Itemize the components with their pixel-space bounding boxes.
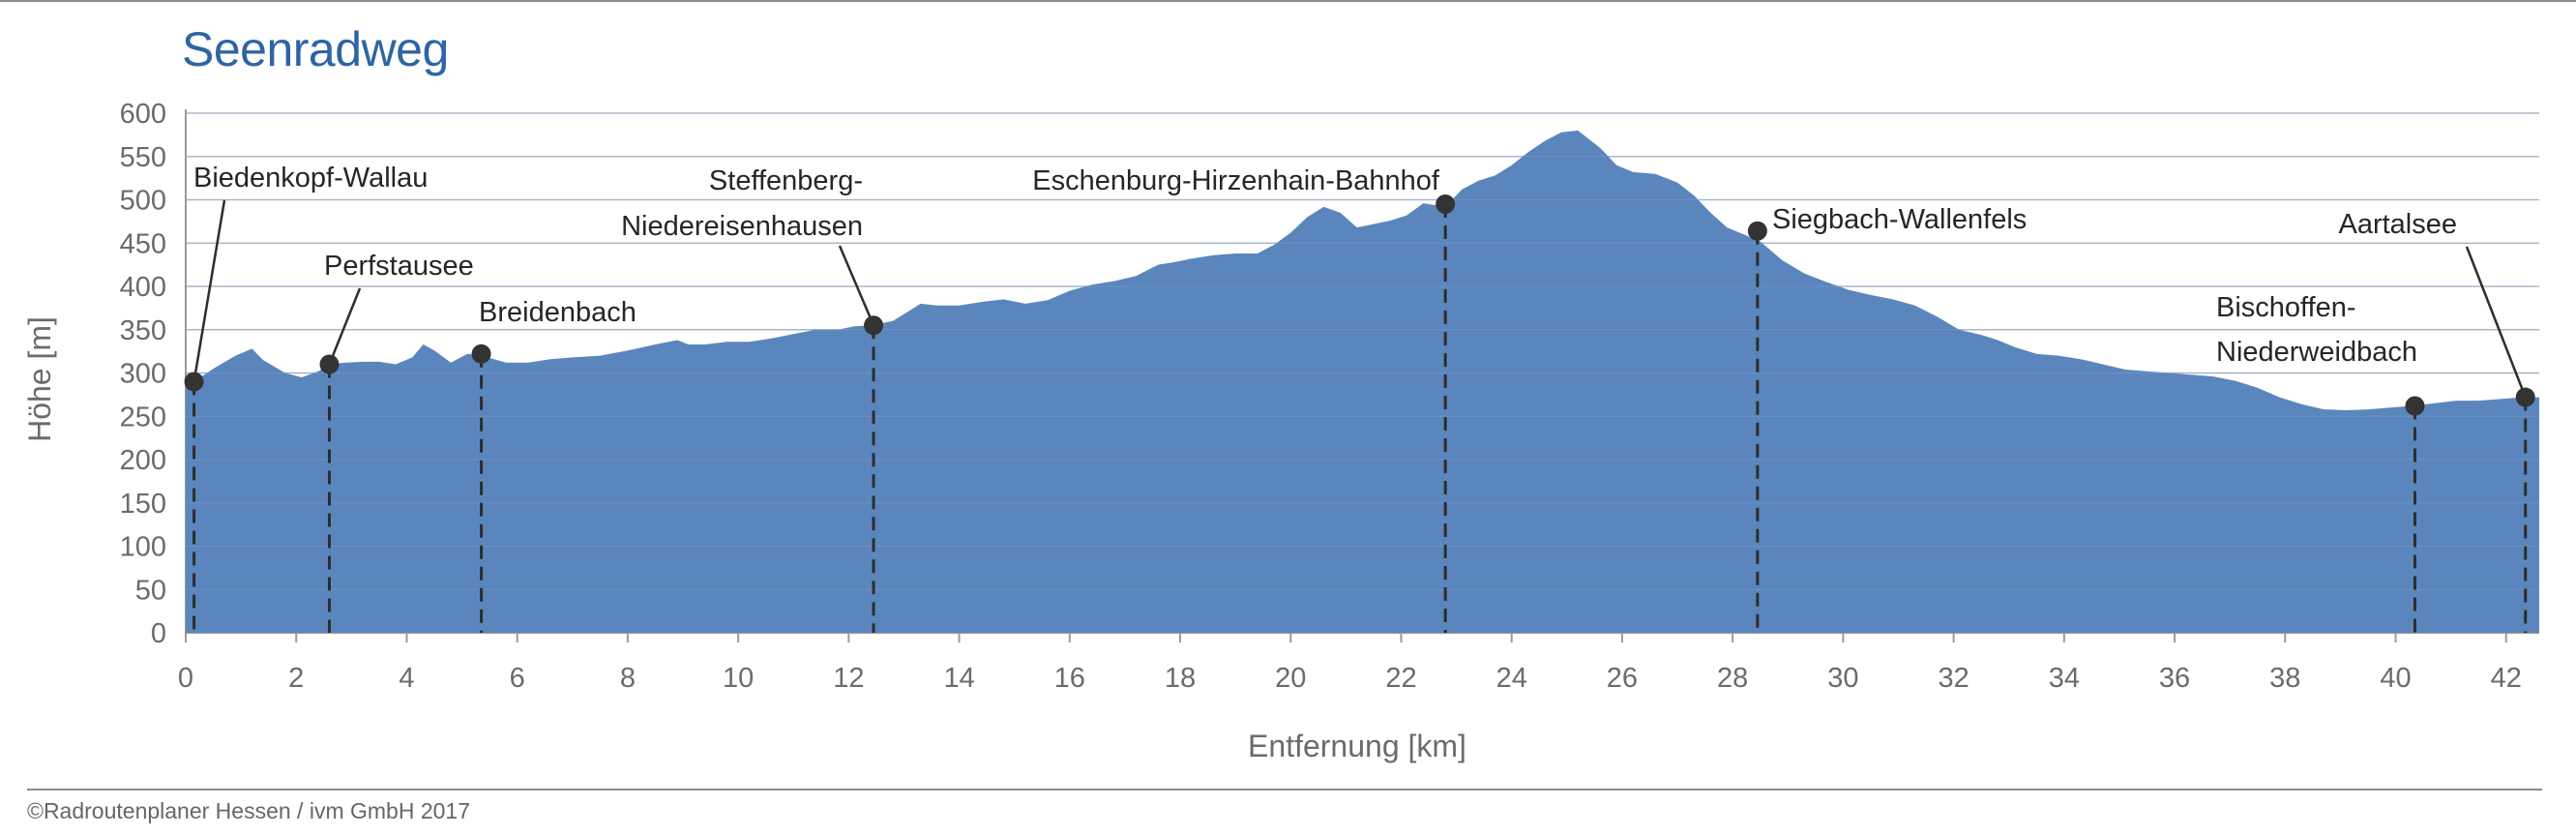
x-tick-label: 16: [1054, 663, 1085, 694]
y-tick-label: 200: [120, 445, 166, 476]
x-tick-label: 20: [1275, 663, 1306, 694]
x-tick-label: 14: [943, 663, 974, 694]
x-tick-label: 28: [1717, 663, 1748, 694]
y-tick-label: 250: [120, 402, 166, 432]
top-rule: [0, 0, 2576, 2]
location-marker: [864, 315, 884, 336]
x-tick-label: 12: [833, 663, 864, 694]
x-tick-label: 24: [1496, 663, 1527, 694]
y-tick-label: 450: [120, 228, 166, 259]
x-tick-label: 2: [288, 663, 304, 694]
y-axis-title: Höhe [m]: [22, 316, 57, 442]
location-label: Perfstausee: [324, 251, 474, 282]
elevation-area: [186, 130, 2539, 633]
bottom-rule: [27, 789, 2542, 790]
y-tick-label: 100: [120, 532, 166, 563]
x-tick-label: 8: [620, 663, 636, 694]
location-label: Siegbach-Wallenfels: [1772, 204, 2027, 235]
x-tick-label: 4: [399, 663, 414, 694]
location-label: Biedenkopf-Wallau: [193, 163, 428, 194]
location-marker: [319, 354, 340, 374]
location-marker: [1747, 221, 1767, 241]
y-tick-label: 600: [120, 99, 166, 130]
location-label: Niedereisenhausen: [621, 211, 863, 242]
y-tick-label: 500: [120, 186, 166, 217]
x-tick-label: 26: [1607, 663, 1638, 694]
y-tick-label: 150: [120, 489, 166, 520]
marker-layer: [184, 194, 2535, 633]
location-marker: [2405, 396, 2425, 416]
location-label: Bischoffen-: [2216, 292, 2356, 323]
x-tick-label: 42: [2491, 663, 2522, 694]
x-tick-label: 34: [2049, 663, 2080, 694]
y-tick-label: 400: [120, 272, 166, 303]
y-tick-label: 50: [135, 575, 166, 606]
location-marker: [1436, 194, 1456, 214]
x-tick-label: 0: [178, 663, 193, 694]
chart-title: Seenradweg: [182, 22, 449, 76]
location-leader-line: [838, 245, 875, 326]
x-tick-label: 6: [510, 663, 525, 694]
x-tick-label: 22: [1385, 663, 1416, 694]
location-label: Eschenburg-Hirzenhain-Bahnhof: [1032, 165, 1440, 196]
location-marker: [2515, 387, 2535, 407]
y-tick-label: 350: [120, 315, 166, 346]
location-marker: [184, 372, 204, 392]
location-marker: [471, 343, 491, 364]
location-label: Steffenberg-: [709, 165, 863, 196]
x-tick-label: 18: [1165, 663, 1196, 694]
x-axis-title: Entfernung [km]: [1248, 729, 1466, 763]
x-tick-label: 10: [723, 663, 754, 694]
area-layer: [186, 112, 2539, 633]
x-tick-label: 36: [2159, 663, 2190, 694]
x-tick-label: 38: [2269, 663, 2300, 694]
location-leader-line: [2465, 246, 2527, 399]
location-label: Aartalsee: [2338, 209, 2457, 240]
x-tick-label: 32: [1938, 663, 1969, 694]
location-leader-line: [328, 287, 362, 366]
x-tick-label: 30: [1827, 663, 1858, 694]
y-tick-label: 0: [151, 618, 166, 649]
copyright: ©Radroutenplaner Hessen / ivm GmbH 2017: [27, 798, 471, 823]
y-tick-label: 550: [120, 142, 166, 173]
location-leader-line: [192, 199, 226, 382]
x-tick-label: 40: [2380, 663, 2411, 694]
y-tick-label: 300: [120, 359, 166, 390]
location-label: Niederweidbach: [2216, 337, 2417, 368]
location-label: Breidenbach: [479, 297, 637, 328]
